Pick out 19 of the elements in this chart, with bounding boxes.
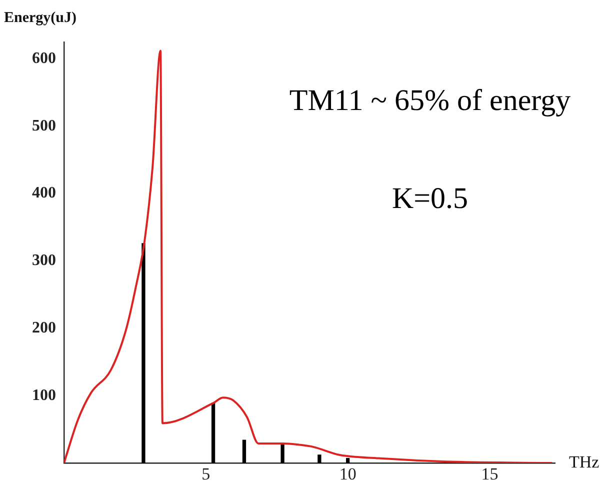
y-tick-label: 400 (32, 184, 56, 202)
bar (242, 440, 246, 463)
y-tick-label: 500 (32, 117, 56, 134)
y-tick-label: 100 (32, 386, 56, 404)
x-axis-title: THz (569, 452, 600, 472)
y-tick-label: 300 (32, 252, 56, 270)
bar (211, 402, 216, 463)
bar (346, 458, 350, 463)
y-tick-label: 200 (32, 319, 56, 336)
y-tick-label: 600 (32, 50, 56, 67)
bar (280, 444, 284, 463)
bar (318, 454, 322, 463)
x-tick-label: 10 (339, 464, 356, 484)
x-tick-label: 15 (481, 464, 498, 484)
bar (142, 243, 146, 463)
x-tick-label: 5 (202, 464, 210, 484)
annotation: TM11 ~ 65% of energy (289, 84, 571, 117)
y-axis-title: Energy(uJ) (4, 10, 76, 26)
annotation: K=0.5 (392, 182, 468, 215)
